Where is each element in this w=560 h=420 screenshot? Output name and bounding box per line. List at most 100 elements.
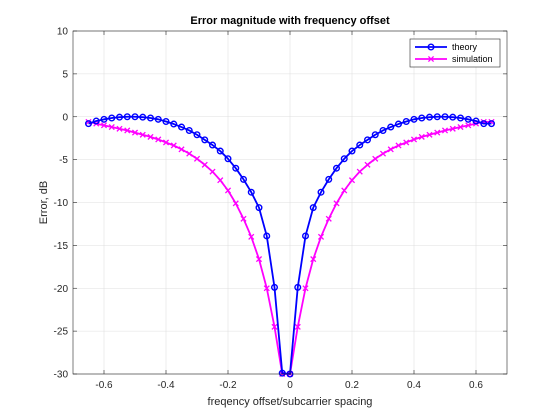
- data-point-theory: [239, 175, 247, 183]
- data-point-theory: [278, 369, 286, 377]
- x-tick-label: 0.4: [407, 380, 421, 391]
- data-point-theory: [170, 120, 178, 128]
- data-point-theory: [387, 123, 395, 131]
- x-tick-label: 0.6: [469, 380, 483, 391]
- y-tick-label: -15: [54, 241, 69, 252]
- data-point-simulation: [170, 142, 177, 149]
- data-point-simulation: [232, 200, 239, 207]
- data-point-simulation: [201, 161, 208, 168]
- data-point-theory: [364, 136, 372, 144]
- data-point-simulation: [372, 155, 379, 162]
- data-point-theory: [317, 188, 325, 196]
- data-point-theory: [255, 204, 263, 212]
- data-point-simulation: [124, 127, 131, 134]
- data-point-simulation: [108, 123, 115, 131]
- data-point-theory: [449, 113, 457, 121]
- data-point-theory: [402, 117, 410, 125]
- data-point-simulation: [271, 323, 278, 330]
- y-tick-label: -10: [54, 198, 69, 209]
- data-point-theory: [185, 126, 193, 134]
- data-point-theory: [441, 113, 449, 121]
- data-point-theory: [426, 113, 434, 121]
- data-point-theory: [208, 141, 216, 149]
- data-point-simulation: [209, 168, 216, 175]
- data-point-simulation: [248, 233, 255, 240]
- data-point-theory: [480, 120, 488, 128]
- data-point-simulation: [240, 215, 247, 222]
- data-point-simulation: [434, 129, 441, 136]
- data-point-theory: [162, 117, 170, 125]
- y-tick-label: -5: [59, 155, 68, 166]
- data-point-simulation: [178, 146, 185, 153]
- data-point-simulation: [449, 125, 456, 132]
- y-tick-label: 5: [62, 69, 68, 80]
- legend-item-simulation: simulation: [415, 54, 493, 64]
- data-point-simulation: [426, 131, 433, 138]
- legend-marker: [427, 55, 435, 63]
- data-point-simulation: [310, 256, 317, 263]
- data-point-theory: [131, 113, 139, 121]
- ticks: -0.6 -0.4 -0.2 0 0.2 0.4 0.6 -30 -25 -20 -15 -10 -5 0…: [54, 27, 507, 391]
- legend-label: theory: [452, 42, 478, 52]
- data-point-theory: [154, 115, 162, 123]
- x-axis-label: freqency offset/subcarrier spacing: [208, 396, 373, 408]
- y-tick-label: 10: [57, 27, 69, 38]
- data-point-theory: [395, 120, 403, 128]
- data-point-simulation: [457, 123, 464, 131]
- y-tick-label: -25: [54, 327, 69, 338]
- legend-marker: [427, 43, 435, 51]
- data-point-simulation: [403, 139, 410, 146]
- data-point-theory: [108, 114, 116, 122]
- data-point-simulation: [139, 131, 146, 138]
- y-tick-label: 0: [62, 112, 68, 123]
- data-point-simulation: [294, 323, 301, 330]
- x-tick-label: -0.6: [95, 380, 113, 391]
- data-point-theory: [348, 147, 356, 155]
- data-point-simulation: [441, 127, 449, 134]
- data-point-theory: [271, 283, 279, 291]
- data-point-simulation: [255, 256, 263, 263]
- data-point-simulation: [325, 215, 332, 222]
- data-point-theory: [302, 232, 310, 240]
- data-point-theory: [309, 204, 317, 212]
- data-point-theory: [457, 114, 465, 122]
- data-point-simulation: [465, 122, 472, 129]
- data-point-theory: [216, 147, 224, 155]
- data-point-simulation: [333, 200, 340, 207]
- data-point-theory: [294, 283, 302, 291]
- data-point-simulation: [379, 150, 387, 157]
- legend: theory simulation: [409, 38, 501, 68]
- data-point-theory: [115, 113, 123, 121]
- data-point-theory: [333, 164, 341, 172]
- data-point-theory: [146, 114, 154, 122]
- x-tick-label: 0: [287, 380, 293, 391]
- data-point-simulation: [186, 150, 193, 157]
- data-point-theory: [92, 117, 100, 125]
- data-point-simulation: [116, 125, 123, 132]
- data-point-simulation: [356, 168, 363, 175]
- data-point-theory: [379, 126, 387, 134]
- x-tick-label: -0.2: [219, 380, 237, 391]
- data-point-simulation: [224, 187, 232, 194]
- data-point-simulation: [263, 285, 270, 292]
- legend-item-theory: theory: [415, 42, 478, 52]
- x-tick-label: -0.4: [157, 380, 175, 391]
- data-point-theory: [488, 120, 496, 128]
- data-point-simulation: [302, 285, 309, 292]
- data-point-theory: [472, 117, 480, 125]
- data-point-theory: [139, 113, 147, 121]
- data-point-theory: [247, 188, 255, 196]
- data-point-simulation: [317, 233, 325, 240]
- data-point-simulation: [155, 136, 162, 143]
- data-point-theory: [464, 115, 472, 123]
- data-point-simulation: [162, 139, 170, 146]
- data-point-theory: [84, 120, 92, 128]
- data-point-simulation: [131, 129, 139, 136]
- data-point-theory: [177, 123, 185, 131]
- data-point-theory: [325, 175, 333, 183]
- data-point-simulation: [147, 133, 154, 140]
- y-tick-label: -20: [54, 284, 69, 295]
- legend-box: [409, 38, 501, 68]
- y-axis-label: Error, dB: [38, 181, 50, 224]
